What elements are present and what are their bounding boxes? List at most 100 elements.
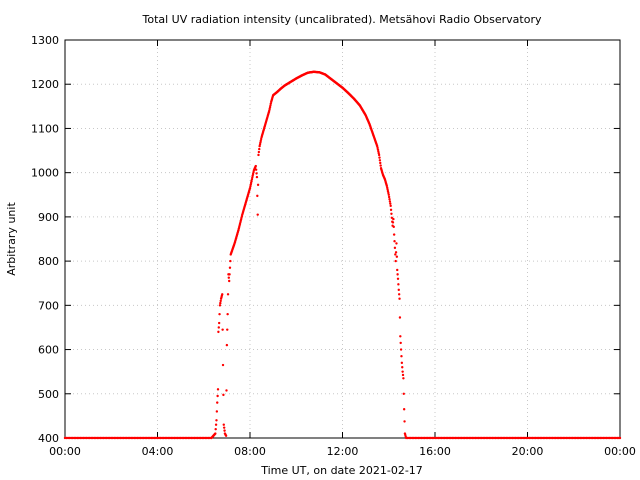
data-point [378,159,382,162]
data-point [214,427,217,431]
data-point [395,242,398,245]
data-point [225,343,229,347]
data-point [400,354,403,358]
data-point [401,373,405,377]
data-point [226,312,229,316]
data-point [217,321,221,325]
data-point [216,401,219,404]
data-point [254,164,257,168]
data-point [256,194,259,198]
data-point [389,208,393,212]
x-tick-label: 00:00 [49,445,81,458]
data-point [398,297,401,300]
data-point [215,419,218,422]
data-point [221,293,224,296]
y-tick-label: 400 [38,432,59,445]
chart-title: Total UV radiation intensity (uncalibrat… [142,13,542,26]
x-axis-label: Time UT, on date 2021-02-17 [260,464,423,477]
data-point [396,273,399,276]
data-point [216,394,219,398]
data-point [223,429,226,432]
data-point [401,370,404,373]
data-point [228,273,231,276]
data-point [387,195,391,199]
y-tick-label: 500 [38,388,59,401]
data-point [400,361,404,365]
x-tick-label: 16:00 [419,445,451,458]
data-point [391,221,395,224]
data-point [218,312,221,316]
y-tick-label: 700 [38,299,59,312]
data-point [392,233,396,236]
data-point [226,293,230,296]
data-point [398,316,402,319]
axis-ticks: 400 500 600 700 800 900 1000 1100 1200 1300 00:00 0… [31,34,636,458]
data-point [226,328,229,331]
data-point [397,288,400,292]
data-point [256,183,260,187]
data-point [254,168,258,171]
data-point [218,304,222,307]
data-point [215,410,219,413]
data-point [399,341,402,345]
data-point [255,175,259,179]
x-tick-label: 08:00 [234,445,266,458]
data-point [403,420,406,423]
data-point [394,251,398,254]
data-point [219,301,222,305]
data-point [395,255,399,258]
data-point [402,392,405,395]
data-point [255,172,258,175]
data-point [393,240,396,243]
data-point [402,408,406,411]
data-point [379,161,382,165]
data-point [396,268,399,272]
x-tick-label: 00:00 [604,445,636,458]
data-point [227,276,231,279]
data-point [394,253,397,256]
y-tick-label: 1300 [31,34,59,47]
data-point [402,377,405,380]
data-point [217,330,220,334]
data-point [227,279,231,283]
data-point [257,150,261,154]
data-point [389,202,392,205]
data-point [389,204,392,208]
data-point [221,363,225,367]
data-point [224,434,228,437]
data-point [397,293,401,296]
data-point [393,246,397,250]
data-points [63,70,622,440]
data-point [222,393,225,397]
data-point [216,388,220,391]
y-tick-label: 800 [38,255,59,268]
data-point [387,193,390,196]
data-point [222,423,225,426]
y-tick-label: 1200 [31,78,59,91]
data-point [214,423,218,426]
data-point [228,266,232,269]
data-point [225,389,228,392]
data-point [618,436,622,440]
data-point [392,217,395,221]
data-point [394,259,397,263]
y-tick-label: 900 [38,211,59,224]
x-tick-label: 12:00 [327,445,359,458]
data-point [388,200,392,203]
data-point [388,198,391,201]
data-point [214,432,217,435]
data-point [399,348,403,351]
data-point [401,366,404,369]
data-point [257,153,260,157]
grid-lines [65,40,620,438]
y-tick-label: 600 [38,344,59,357]
data-point [399,335,402,338]
data-point [377,153,381,157]
y-tick-label: 1000 [31,167,59,180]
data-point [229,259,232,263]
data-point [256,213,259,216]
x-tick-label: 04:00 [142,445,174,458]
data-point [258,147,261,151]
data-point [396,277,400,280]
